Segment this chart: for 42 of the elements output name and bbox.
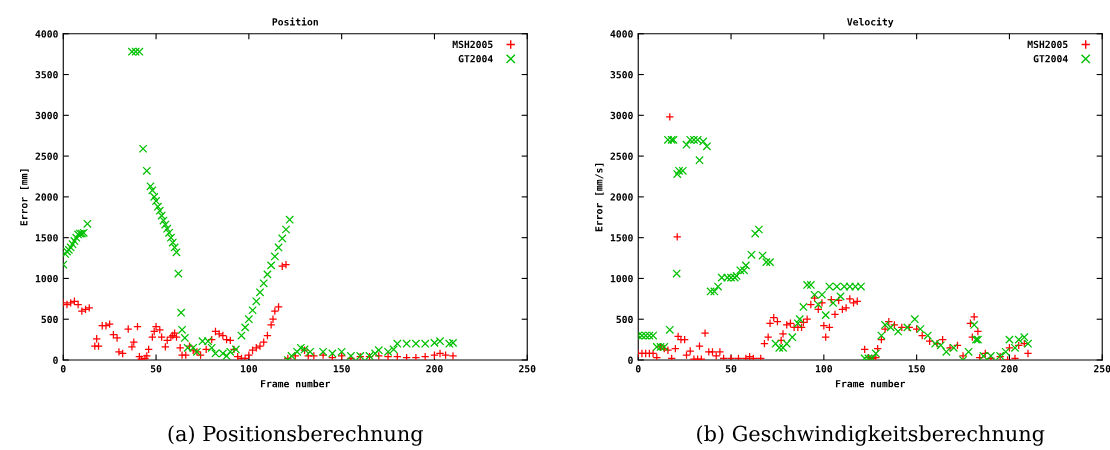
legend-label: GT2004 [1033, 55, 1068, 63]
x-axis-title: Frame number [261, 379, 330, 388]
y-tick-label: 1000 [610, 274, 633, 283]
x-tick-label: 250 [1094, 365, 1110, 373]
y-tick-label: 3000 [35, 111, 58, 120]
x-tick-label: 250 [519, 365, 536, 373]
y-tick-label: 1000 [35, 274, 58, 283]
legend-label: GT2004 [458, 55, 493, 63]
text: (a) Positionsberechnung [168, 425, 423, 446]
y-axis-title: Error [mm] [20, 169, 29, 226]
chart-title: Position [272, 17, 318, 26]
y-tick-label: 3500 [35, 71, 58, 79]
y-tick-label: 2500 [610, 152, 633, 160]
chart-title: Velocity [847, 17, 894, 28]
y-tick-label: 1500 [35, 234, 58, 242]
text: (b) Geschwindigkeitsberechnung [697, 425, 1045, 446]
x-tick-label: 100 [815, 365, 833, 373]
y-tick-label: 3500 [610, 71, 633, 79]
x-axis-title: Frame number [835, 379, 905, 388]
x-tick-label: 0 [60, 365, 66, 373]
x-tick-label: 150 [908, 365, 925, 373]
x-tick-label: 150 [333, 365, 350, 373]
y-tick-label: 2500 [35, 152, 58, 160]
y-tick-label: 1500 [610, 234, 633, 242]
y-axis-title: Error [mm/s] [595, 163, 604, 232]
y-tick-label: 500 [616, 315, 633, 324]
x-tick-label: 100 [240, 365, 258, 373]
x-tick-label: 50 [725, 365, 737, 373]
y-tick-label: 4000 [35, 30, 58, 38]
y-tick-label: 2000 [610, 193, 633, 201]
y-tick-label: 2000 [35, 193, 58, 201]
y-tick-label: 500 [41, 315, 58, 324]
legend-label: MSH2005 [452, 40, 493, 49]
x-tick-label: 0 [635, 365, 641, 373]
y-tick-label: 3000 [610, 111, 633, 120]
x-tick-label: 50 [150, 365, 162, 373]
legend-label: MSH2005 [1027, 40, 1068, 49]
x-tick-label: 200 [1001, 365, 1018, 373]
y-tick-label: 4000 [610, 30, 633, 38]
y-tick-label: 0 [628, 356, 633, 364]
x-tick-label: 200 [426, 365, 443, 373]
y-tick-label: 0 [53, 356, 58, 364]
